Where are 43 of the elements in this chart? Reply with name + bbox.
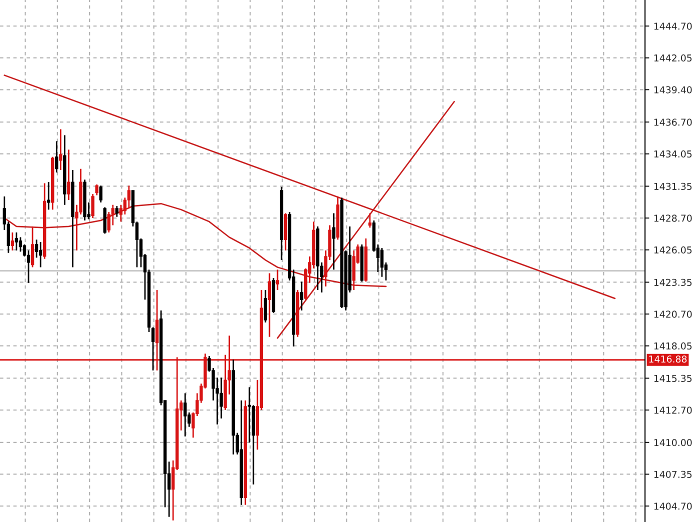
- y-tick-label: 1442.05: [654, 54, 692, 62]
- candlestick: [18, 236, 22, 252]
- candlestick: [55, 140, 58, 174]
- y-tick-label: 1436.70: [654, 118, 692, 126]
- y-tick-label: 1444.70: [654, 22, 692, 30]
- candlestick: [268, 272, 272, 338]
- candlestick: [30, 226, 34, 268]
- candlestick: [34, 238, 38, 258]
- candlestick: [38, 241, 42, 268]
- candlestick: [151, 326, 155, 372]
- candlestick: [300, 280, 304, 312]
- candlestick: [91, 193, 94, 219]
- candlestick: [103, 206, 106, 234]
- candlestick: [59, 128, 62, 171]
- candlestick: [276, 268, 280, 291]
- candlestick: [26, 250, 30, 284]
- y-tick-label: 1426.05: [654, 246, 692, 254]
- y-tick-label: 1415.35: [654, 374, 692, 382]
- candlestick: [99, 184, 102, 204]
- y-tick-label: 1428.70: [654, 214, 692, 222]
- y-tick-label: 1407.35: [654, 470, 692, 478]
- candlestick: [380, 247, 384, 278]
- y-tick-label: 1434.05: [654, 150, 692, 158]
- y-tick-label: 1404.70: [654, 502, 692, 510]
- candlestick: [264, 289, 268, 324]
- candlestick: [67, 148, 70, 201]
- y-tick-label: 1418.05: [654, 342, 692, 350]
- candlestick: [47, 181, 50, 210]
- ref-line-label: 1416.88: [649, 355, 687, 363]
- y-tick-label: 1412.70: [654, 406, 692, 414]
- candlestick: [14, 232, 18, 252]
- y-tick-label: 1439.40: [654, 86, 692, 94]
- candlestick: [332, 212, 336, 270]
- candlestick: [10, 232, 14, 252]
- y-tick-label: 1420.70: [654, 310, 692, 318]
- candlestick: [115, 205, 118, 218]
- candlestick: [127, 184, 131, 210]
- y-tick-label: 1431.35: [654, 182, 692, 190]
- y-tick-label: 1410.00: [654, 439, 692, 446]
- y-tick-label: 1423.35: [654, 278, 692, 286]
- candlestick: [184, 392, 187, 438]
- candlestick: [368, 212, 372, 228]
- candlestick: [95, 184, 98, 196]
